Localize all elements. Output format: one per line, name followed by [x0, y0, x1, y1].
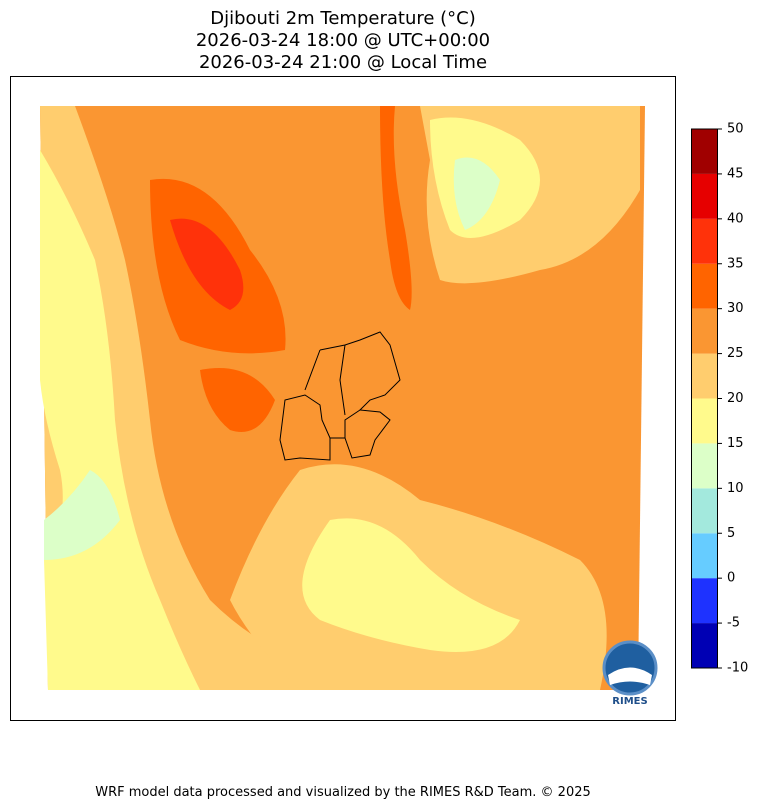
footer: WRF model data processed and visualized …	[95, 785, 591, 800]
colorbar-bin	[691, 578, 718, 624]
colorbar-bin	[691, 218, 718, 264]
colorbar-tick-label: -5	[727, 616, 740, 631]
colorbar-bin	[691, 308, 718, 354]
colorbar-bin	[691, 398, 718, 444]
colorbar-tick-label: 50	[727, 122, 744, 137]
colorbar-bin	[691, 353, 718, 399]
colorbar-bin	[691, 488, 718, 534]
colorbar-tick-label: -10	[727, 661, 748, 676]
colorbar-bin	[691, 443, 718, 489]
colorbar-tick-label: 5	[727, 526, 735, 541]
colorbar-tick-label: 40	[727, 211, 744, 226]
colorbar-tick-label: 20	[727, 391, 744, 406]
colorbar-tick-label: 15	[727, 436, 744, 451]
colorbar-bin	[691, 173, 718, 219]
country-borders	[279, 331, 401, 461]
title-line: 2026-03-24 18:00 @ UTC+00:00	[196, 30, 490, 51]
colorbar-tick-label: 10	[727, 481, 744, 496]
colorbar-tick-label: 25	[727, 346, 744, 361]
colorbar-bin	[691, 263, 718, 309]
colorbar-bin	[691, 129, 718, 174]
colorbar-tick-label: 35	[727, 256, 744, 271]
colorbar-tick-label: 30	[727, 301, 744, 316]
colorbar-bin	[691, 533, 718, 579]
colorbar: -10 -5 0 5 10 15 20 25 30 35 40 45 50	[691, 122, 748, 676]
colorbar-tick-label: 45	[727, 166, 744, 181]
colorbar-bin	[691, 623, 718, 668]
colorbar-tick-label: 0	[727, 571, 735, 586]
logo: RIMES	[602, 640, 658, 707]
logo-text: RIMES	[612, 696, 647, 707]
colorbar-frame	[691, 128, 718, 669]
title-line: Djibouti 2m Temperature (°C)	[210, 8, 476, 29]
title-line: 2026-03-24 21:00 @ Local Time	[199, 52, 487, 73]
